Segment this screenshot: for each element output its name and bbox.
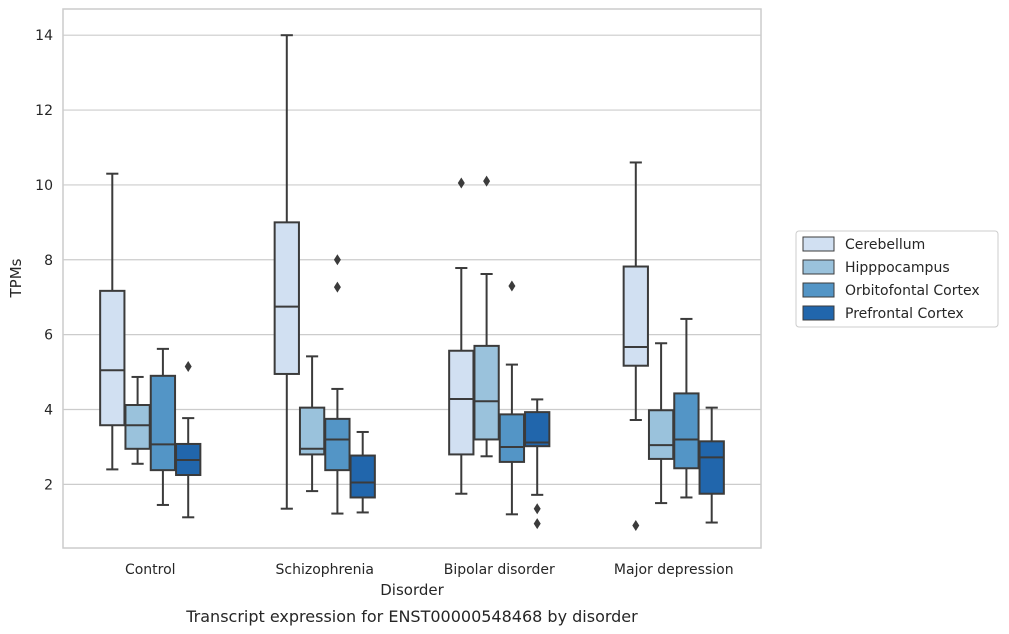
gridlines xyxy=(63,34,761,485)
series-hipppocampus xyxy=(124,175,675,505)
outlier-point xyxy=(533,518,541,530)
box-iqr xyxy=(698,440,725,495)
outlier-point xyxy=(632,520,640,532)
box-iqr xyxy=(273,221,300,375)
box-plot xyxy=(99,172,126,471)
y-tick-label: 10 xyxy=(35,178,53,194)
y-tick-label: 8 xyxy=(44,253,53,269)
box-iqr xyxy=(448,349,475,456)
box-plot xyxy=(647,342,675,505)
outlier-point xyxy=(333,281,341,293)
y-tick-labels: 2 4 6 8 10 12 14 xyxy=(35,28,53,493)
box-plot xyxy=(622,161,649,532)
box-iqr xyxy=(298,406,326,456)
box-plot xyxy=(324,254,351,515)
box-plot xyxy=(298,355,326,493)
y-tick-label: 2 xyxy=(44,477,53,493)
box-iqr xyxy=(99,289,126,427)
box-plot xyxy=(448,177,475,495)
series-prefrontal-cortex xyxy=(175,360,725,530)
box-series-layer xyxy=(99,34,725,532)
x-tick-label: Control xyxy=(125,562,176,578)
box-plot xyxy=(473,175,500,458)
outlier-point xyxy=(483,175,491,187)
box-iqr xyxy=(647,409,675,460)
legend-swatch xyxy=(802,236,835,252)
legend-label: Hipppocampus xyxy=(845,260,950,276)
x-tick-label: Bipolar disorder xyxy=(444,562,555,578)
x-axis-label: Disorder xyxy=(380,581,444,599)
legend-swatch xyxy=(802,282,835,298)
box-plot xyxy=(149,347,177,506)
outlier-point xyxy=(508,280,516,292)
chart-caption: Transcript expression for ENST0000054846… xyxy=(185,607,638,626)
x-tick-labels: Control Schizophrenia Bipolar disorder Majo… xyxy=(125,562,734,578)
box-iqr xyxy=(622,265,649,367)
legend-label: Cerebellum xyxy=(845,237,925,253)
box-plot xyxy=(673,317,700,499)
outlier-point xyxy=(333,254,341,266)
box-plot xyxy=(175,360,202,519)
box-iqr xyxy=(324,417,351,472)
outlier-point xyxy=(184,360,192,372)
legend-swatch xyxy=(802,259,835,275)
x-tick-label: Schizophrenia xyxy=(276,562,374,578)
box-iqr xyxy=(124,404,151,450)
x-tick-label: Major depression xyxy=(614,562,734,578)
legend: Cerebellum Hipppocampus Orbitofontal Corte… xyxy=(795,230,999,328)
box-iqr xyxy=(349,454,376,499)
box-plot xyxy=(498,280,526,516)
plot-frame xyxy=(62,8,762,549)
series-orbitofontal-cortex xyxy=(149,254,700,516)
box-plot xyxy=(124,375,151,465)
box-iqr xyxy=(524,411,551,448)
series-cerebellum xyxy=(99,34,649,532)
legend-label: Prefrontal Cortex xyxy=(845,306,964,322)
outlier-point xyxy=(533,503,541,515)
y-axis-label: TPMs xyxy=(7,258,25,298)
box-iqr xyxy=(498,413,526,463)
box-iqr xyxy=(149,374,177,472)
y-tick-label: 4 xyxy=(44,403,53,419)
legend-label: Orbitofontal Cortex xyxy=(845,283,980,299)
y-tick-label: 12 xyxy=(35,103,53,119)
box-plot xyxy=(349,430,376,514)
legend-swatch xyxy=(802,305,835,321)
box-plot xyxy=(524,398,551,530)
legend-frame xyxy=(795,230,999,328)
outlier-point xyxy=(457,177,465,189)
box-plot xyxy=(273,34,300,510)
box-iqr xyxy=(473,344,500,441)
box-plot xyxy=(698,406,725,524)
y-tick-label: 14 xyxy=(35,28,53,44)
box-iqr xyxy=(673,392,700,470)
y-tick-label: 6 xyxy=(44,328,53,344)
